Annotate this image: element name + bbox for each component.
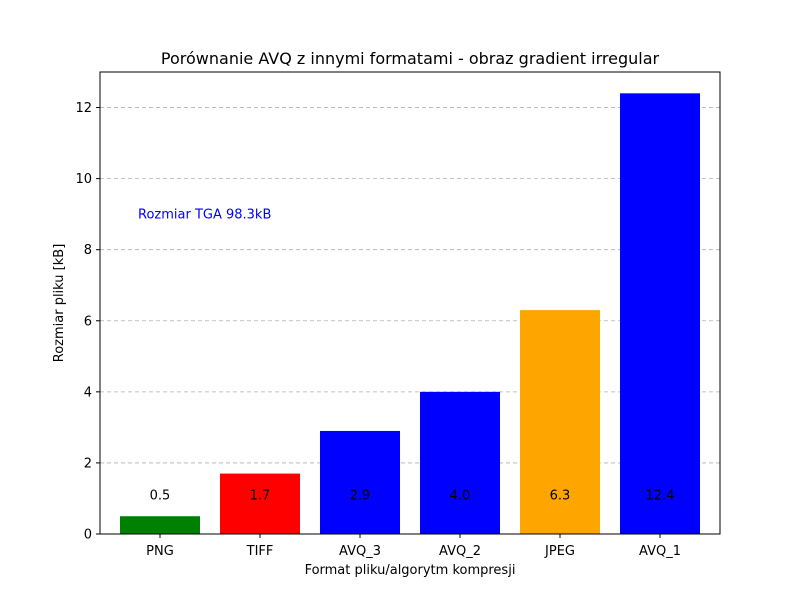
x-tick-label: AVQ_1	[639, 544, 681, 559]
data-labels: 0.5 1.7 2.9 4.0 6.3 12.4	[150, 488, 675, 503]
x-axis-label: Format pliku/algorytm kompresji	[305, 563, 516, 578]
x-tick-label: AVQ_3	[339, 544, 381, 559]
x-tick-label: AVQ_2	[439, 544, 481, 559]
y-tick-label: 2	[84, 456, 92, 471]
y-tick-label: 4	[84, 385, 92, 400]
chart-title: Porównanie AVQ z innymi formatami - obra…	[161, 49, 660, 68]
x-tick-label: TIFF	[246, 544, 274, 559]
y-tick-label: 12	[75, 101, 92, 116]
bar-avq-1	[620, 93, 700, 535]
bar-value-label: 4.0	[450, 488, 471, 503]
bar-avq-2	[420, 391, 500, 534]
y-tick-label: 0	[84, 528, 92, 543]
tga-size-annotation: Rozmiar TGA 98.3kB	[138, 208, 271, 223]
x-tick-label: PNG	[146, 544, 174, 559]
bar-value-label: 1.7	[250, 488, 271, 503]
bars	[120, 93, 700, 535]
y-tick-label: 10	[75, 172, 92, 187]
bar-value-label: 2.9	[350, 488, 371, 503]
bar-value-label: 0.5	[150, 488, 171, 503]
bar-jpeg	[520, 310, 600, 534]
y-tick-label: 8	[84, 243, 92, 258]
y-tick-label: 6	[84, 314, 92, 329]
x-axis: PNG TIFF AVQ_3 AVQ_2 JPEG AVQ_1	[146, 534, 681, 559]
plot-frame	[99, 71, 721, 535]
y-axis: 0 2 4 6 8 10 12	[75, 101, 100, 543]
y-axis-label: Rozmiar pliku [kB]	[52, 244, 67, 363]
bar-png	[120, 516, 200, 534]
bar-tiff	[220, 473, 300, 534]
x-tick-label: JPEG	[544, 544, 575, 559]
bar-avq-3	[320, 430, 400, 534]
bar-value-label: 6.3	[550, 488, 571, 503]
bar-value-label: 12.4	[646, 488, 675, 503]
